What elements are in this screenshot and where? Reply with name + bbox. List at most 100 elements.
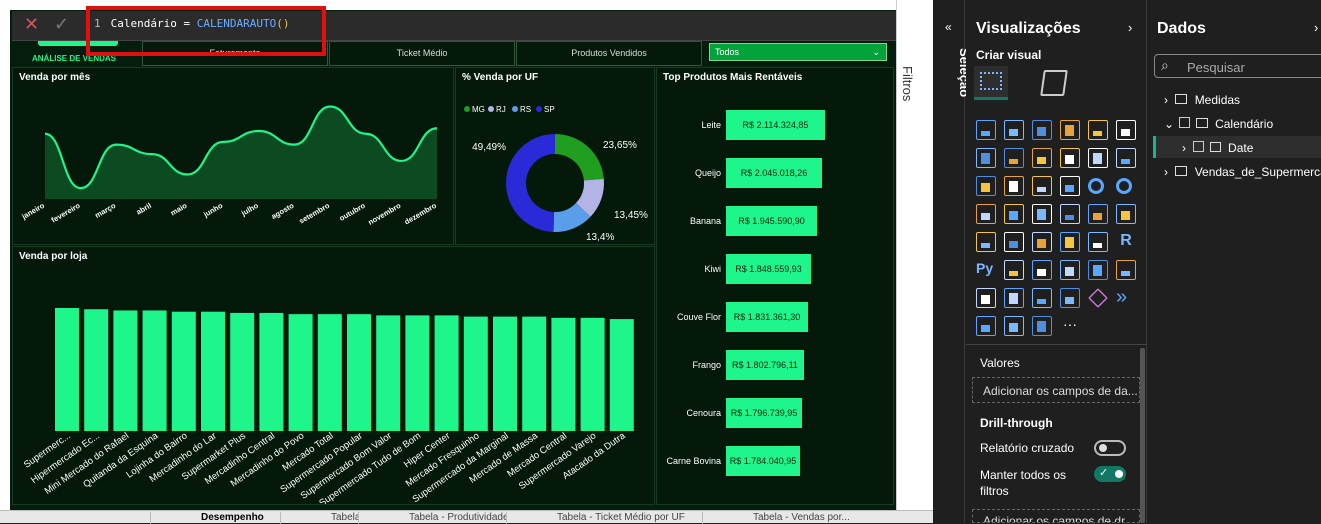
kpi-icon[interactable] [1004, 232, 1024, 252]
store-bar[interactable] [522, 316, 547, 431]
decomposition-tree-icon[interactable] [1032, 260, 1052, 280]
map-icon[interactable] [1004, 204, 1024, 224]
diamond-icon[interactable] [1088, 288, 1108, 308]
close-icon[interactable]: ✕ [24, 14, 40, 34]
check-icon[interactable]: ✓ [54, 14, 70, 34]
treemap-icon[interactable] [976, 204, 996, 224]
more-icon[interactable]: ··· [1063, 316, 1077, 332]
store-bar[interactable] [580, 317, 605, 431]
checkbox[interactable] [1193, 141, 1205, 152]
card-icon[interactable] [1116, 204, 1136, 224]
funnel-icon[interactable] [1032, 176, 1052, 196]
trophy-icon[interactable] [1116, 260, 1136, 280]
product-bar[interactable]: R$ 1.796.739,95 [726, 398, 802, 428]
tree-item-calendario[interactable]: ⌄ Calendário [1164, 117, 1273, 131]
custom-visual-2-icon[interactable] [1004, 316, 1024, 336]
combo-icon[interactable] [1088, 148, 1108, 168]
ribbon-icon[interactable] [1060, 148, 1080, 168]
card-venda-por-loja[interactable]: Venda por loja Supermerc... Hipermercado … [12, 246, 655, 505]
product-bar[interactable]: R$ 2.114.324,85 [726, 110, 825, 140]
tree-item-date[interactable]: › Date [1153, 136, 1321, 158]
store-bar[interactable] [434, 315, 459, 431]
checkbox[interactable] [1179, 117, 1191, 128]
valores-field-well[interactable]: Adicionar os campos de da... [972, 377, 1140, 403]
scrollbar[interactable] [1140, 348, 1145, 523]
store-bar[interactable] [230, 312, 255, 431]
waterfall-icon[interactable] [976, 176, 996, 196]
stacked-column-icon[interactable] [1060, 120, 1080, 140]
donut-slice[interactable] [555, 134, 604, 181]
azure-map-icon[interactable] [1060, 204, 1080, 224]
custom-visual-3-icon[interactable] [1032, 316, 1052, 336]
store-bar[interactable] [84, 309, 109, 431]
area-chart-icon[interactable] [1004, 148, 1024, 168]
filters-pane-collapsed[interactable]: Filtros + [896, 0, 933, 523]
search-box[interactable]: ⌕ Pesquisar [1154, 54, 1321, 78]
r-visual-icon[interactable]: R [1120, 232, 1132, 249]
clustered-bar-icon[interactable] [1032, 120, 1052, 140]
product-bar[interactable]: R$ 1.945.590,90 [726, 206, 817, 236]
donut-icon[interactable] [1116, 178, 1132, 194]
line-area-icon[interactable] [1032, 148, 1052, 168]
multirow-card-icon[interactable] [976, 232, 996, 252]
drill-through-field-well[interactable]: Adicionar os campos de dr... [972, 509, 1140, 523]
store-bar[interactable] [493, 316, 517, 431]
uf-dropdown[interactable]: Todos ⌄ [709, 43, 887, 61]
cross-report-toggle[interactable] [1094, 440, 1126, 456]
arrow-chevrons-icon[interactable]: » [1116, 286, 1128, 308]
narrative-icon[interactable] [1088, 260, 1108, 280]
page-tab[interactable]: Tabela - Vendas por... [702, 512, 882, 524]
store-bar[interactable] [405, 315, 430, 431]
page-tab[interactable]: Tabela [280, 512, 358, 524]
funnel-bar-icon[interactable] [1004, 176, 1024, 196]
card-top-produtos[interactable]: Top Produtos Mais Rentáveis Leite R$ 2.11… [656, 67, 894, 505]
formula-input[interactable]: 1 Calendário = CALENDARAUTO() [94, 17, 289, 30]
tree-item-medidas[interactable]: › Medidas [1164, 93, 1240, 107]
store-bar[interactable] [609, 319, 634, 431]
100-bar-icon[interactable] [1088, 120, 1108, 140]
tree-item-vendas[interactable]: › Vendas_de_Supermerca [1164, 165, 1321, 179]
store-bar[interactable] [288, 314, 313, 431]
page-tab[interactable]: Tabela - Ticket Médio por UF [506, 512, 702, 524]
clustered-column-icon[interactable] [1004, 120, 1024, 140]
page-tab[interactable]: Tabela - Produtividade [358, 512, 506, 524]
donut-slice[interactable] [553, 202, 591, 232]
matrix-icon[interactable] [1088, 232, 1108, 252]
100-column-icon[interactable] [1116, 120, 1136, 140]
line-column-icon[interactable] [1116, 148, 1136, 168]
apps-icon[interactable] [1060, 288, 1080, 308]
donut-slice[interactable] [576, 178, 604, 217]
store-bar[interactable] [551, 317, 576, 431]
python-visual-icon[interactable]: Py [976, 260, 994, 276]
format-visual-icon[interactable] [1040, 70, 1068, 96]
chevron-right-icon[interactable]: › [1314, 20, 1319, 35]
tab-ticket-medio[interactable]: Ticket Médio [329, 41, 515, 66]
store-bar[interactable] [113, 310, 138, 431]
tab-produtos-vendidos[interactable]: Produtos Vendidos [516, 41, 702, 66]
product-bar[interactable]: R$ 1.802.796,11 [726, 350, 804, 380]
key-influencers-icon[interactable] [1004, 260, 1024, 280]
card-venda-por-mes[interactable]: Venda por mês janeiro fevereiro março abril… [12, 67, 454, 245]
qa-icon[interactable] [1060, 260, 1080, 280]
table-icon[interactable] [1060, 232, 1080, 252]
card-venda-por-uf[interactable]: % Venda por UF MG RJ RS SP 23,65% 13,45% 13,4%… [455, 67, 655, 245]
chevron-right-icon[interactable]: › [1128, 20, 1133, 35]
pie-icon[interactable] [1088, 178, 1104, 194]
line-chart-icon[interactable] [976, 148, 996, 168]
store-bar[interactable] [376, 315, 401, 431]
product-bar[interactable]: R$ 1.831.361,30 [726, 302, 808, 332]
paginated-icon[interactable] [976, 288, 996, 308]
store-bar[interactable] [259, 312, 284, 431]
store-bar[interactable] [55, 308, 79, 431]
power-automate-icon[interactable] [1032, 288, 1052, 308]
page-tab[interactable]: Desempenho [150, 512, 280, 524]
store-bar[interactable] [317, 314, 342, 431]
store-bar[interactable] [201, 311, 225, 431]
stacked-bar-icon[interactable] [976, 120, 996, 140]
store-bar[interactable] [347, 314, 371, 431]
product-bar[interactable]: R$ 2.045.018,26 [726, 158, 822, 188]
store-bar[interactable] [171, 311, 196, 431]
product-bar[interactable]: R$ 1.848.559,93 [726, 254, 811, 284]
metrics-icon[interactable] [1004, 288, 1024, 308]
store-bar[interactable] [142, 310, 167, 431]
